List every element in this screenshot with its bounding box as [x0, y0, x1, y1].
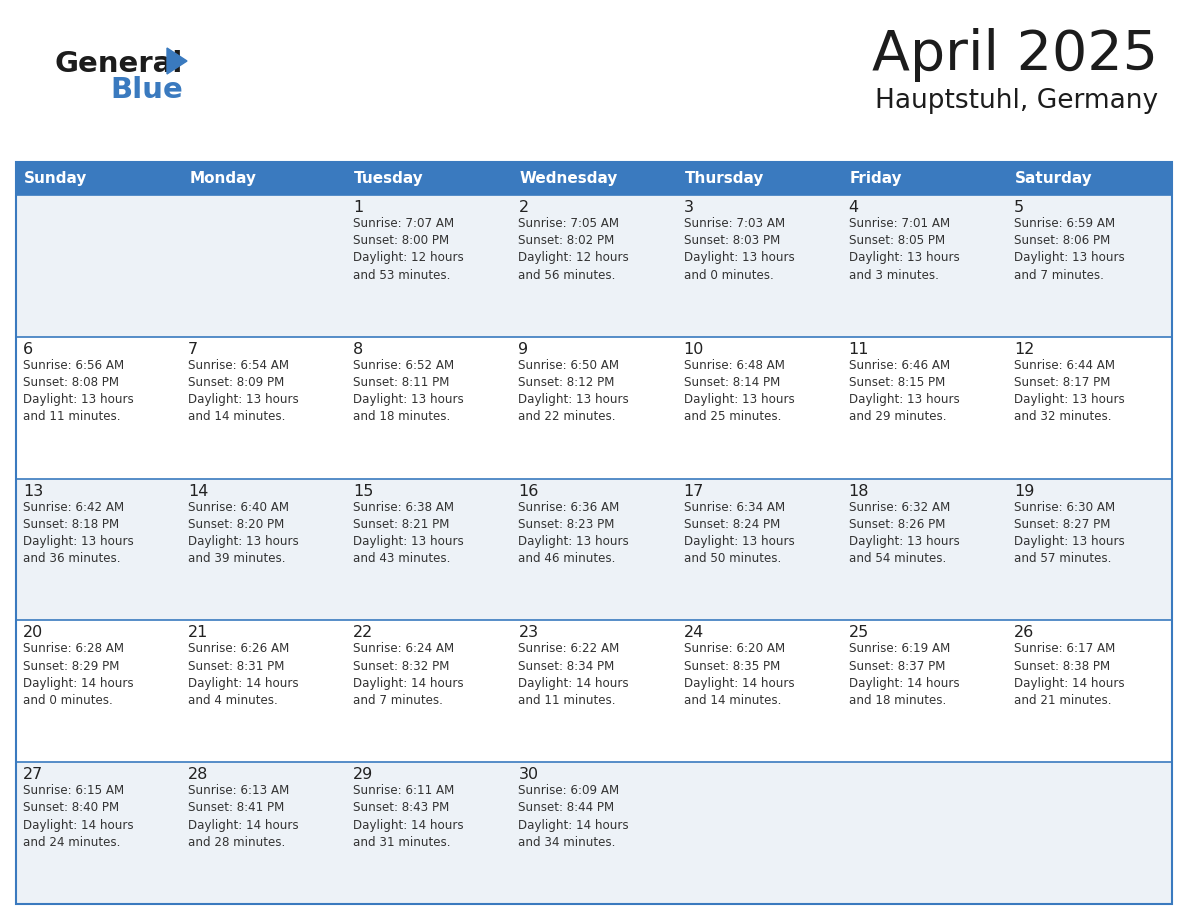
- Text: General: General: [55, 50, 183, 78]
- Text: Sunrise: 6:11 AM
Sunset: 8:43 PM
Daylight: 14 hours
and 31 minutes.: Sunrise: 6:11 AM Sunset: 8:43 PM Dayligh…: [353, 784, 463, 849]
- Text: 20: 20: [23, 625, 43, 641]
- Text: Sunrise: 6:50 AM
Sunset: 8:12 PM
Daylight: 13 hours
and 22 minutes.: Sunrise: 6:50 AM Sunset: 8:12 PM Dayligh…: [518, 359, 630, 423]
- Text: 17: 17: [683, 484, 704, 498]
- Text: Sunrise: 7:03 AM
Sunset: 8:03 PM
Daylight: 13 hours
and 0 minutes.: Sunrise: 7:03 AM Sunset: 8:03 PM Dayligh…: [683, 217, 795, 282]
- Bar: [15, 762, 1173, 904]
- Text: Sunrise: 6:34 AM
Sunset: 8:24 PM
Daylight: 13 hours
and 50 minutes.: Sunrise: 6:34 AM Sunset: 8:24 PM Dayligh…: [683, 500, 795, 565]
- Text: 8: 8: [353, 341, 364, 357]
- Text: 25: 25: [848, 625, 868, 641]
- Bar: [15, 621, 1173, 762]
- Text: Sunrise: 6:09 AM
Sunset: 8:44 PM
Daylight: 14 hours
and 34 minutes.: Sunrise: 6:09 AM Sunset: 8:44 PM Dayligh…: [518, 784, 630, 849]
- Text: Sunrise: 6:44 AM
Sunset: 8:17 PM
Daylight: 13 hours
and 32 minutes.: Sunrise: 6:44 AM Sunset: 8:17 PM Dayligh…: [1013, 359, 1125, 423]
- Text: 15: 15: [353, 484, 374, 498]
- Text: Sunrise: 6:24 AM
Sunset: 8:32 PM
Daylight: 14 hours
and 7 minutes.: Sunrise: 6:24 AM Sunset: 8:32 PM Dayligh…: [353, 643, 463, 707]
- Text: Sunrise: 6:28 AM
Sunset: 8:29 PM
Daylight: 14 hours
and 0 minutes.: Sunrise: 6:28 AM Sunset: 8:29 PM Dayligh…: [23, 643, 133, 707]
- Text: Sunrise: 6:52 AM
Sunset: 8:11 PM
Daylight: 13 hours
and 18 minutes.: Sunrise: 6:52 AM Sunset: 8:11 PM Dayligh…: [353, 359, 465, 423]
- Bar: [15, 162, 1173, 904]
- Text: 7: 7: [188, 341, 198, 357]
- Text: 14: 14: [188, 484, 209, 498]
- Text: 6: 6: [23, 341, 33, 357]
- Text: Sunrise: 6:36 AM
Sunset: 8:23 PM
Daylight: 13 hours
and 46 minutes.: Sunrise: 6:36 AM Sunset: 8:23 PM Dayligh…: [518, 500, 630, 565]
- Text: 2: 2: [518, 200, 529, 215]
- Text: Friday: Friday: [849, 171, 903, 186]
- Text: Sunrise: 6:13 AM
Sunset: 8:41 PM
Daylight: 14 hours
and 28 minutes.: Sunrise: 6:13 AM Sunset: 8:41 PM Dayligh…: [188, 784, 298, 849]
- Text: 24: 24: [683, 625, 703, 641]
- Text: Sunrise: 7:07 AM
Sunset: 8:00 PM
Daylight: 12 hours
and 53 minutes.: Sunrise: 7:07 AM Sunset: 8:00 PM Dayligh…: [353, 217, 465, 282]
- Text: Sunrise: 7:01 AM
Sunset: 8:05 PM
Daylight: 13 hours
and 3 minutes.: Sunrise: 7:01 AM Sunset: 8:05 PM Dayligh…: [848, 217, 960, 282]
- Text: Sunrise: 6:46 AM
Sunset: 8:15 PM
Daylight: 13 hours
and 29 minutes.: Sunrise: 6:46 AM Sunset: 8:15 PM Dayligh…: [848, 359, 960, 423]
- Text: 13: 13: [23, 484, 43, 498]
- Text: April 2025: April 2025: [872, 28, 1158, 82]
- Text: 22: 22: [353, 625, 373, 641]
- Text: 3: 3: [683, 200, 694, 215]
- Text: Sunrise: 6:48 AM
Sunset: 8:14 PM
Daylight: 13 hours
and 25 minutes.: Sunrise: 6:48 AM Sunset: 8:14 PM Dayligh…: [683, 359, 795, 423]
- Polygon shape: [168, 48, 187, 74]
- Text: Sunrise: 6:59 AM
Sunset: 8:06 PM
Daylight: 13 hours
and 7 minutes.: Sunrise: 6:59 AM Sunset: 8:06 PM Dayligh…: [1013, 217, 1125, 282]
- Text: Sunday: Sunday: [24, 171, 88, 186]
- Text: 11: 11: [848, 341, 870, 357]
- Text: Hauptstuhl, Germany: Hauptstuhl, Germany: [874, 88, 1158, 114]
- Text: 21: 21: [188, 625, 209, 641]
- Text: 29: 29: [353, 767, 373, 782]
- Text: Monday: Monday: [189, 171, 257, 186]
- Text: 27: 27: [23, 767, 43, 782]
- Text: 18: 18: [848, 484, 870, 498]
- Text: 30: 30: [518, 767, 538, 782]
- Text: 26: 26: [1013, 625, 1034, 641]
- Bar: [15, 162, 1173, 195]
- Text: 1: 1: [353, 200, 364, 215]
- Text: Saturday: Saturday: [1015, 171, 1093, 186]
- Text: 19: 19: [1013, 484, 1035, 498]
- Text: Sunrise: 6:17 AM
Sunset: 8:38 PM
Daylight: 14 hours
and 21 minutes.: Sunrise: 6:17 AM Sunset: 8:38 PM Dayligh…: [1013, 643, 1125, 707]
- Text: Blue: Blue: [110, 76, 183, 104]
- Text: Wednesday: Wednesday: [519, 171, 618, 186]
- Text: Sunrise: 7:05 AM
Sunset: 8:02 PM
Daylight: 12 hours
and 56 minutes.: Sunrise: 7:05 AM Sunset: 8:02 PM Dayligh…: [518, 217, 630, 282]
- Text: Sunrise: 6:54 AM
Sunset: 8:09 PM
Daylight: 13 hours
and 14 minutes.: Sunrise: 6:54 AM Sunset: 8:09 PM Dayligh…: [188, 359, 299, 423]
- Text: Sunrise: 6:22 AM
Sunset: 8:34 PM
Daylight: 14 hours
and 11 minutes.: Sunrise: 6:22 AM Sunset: 8:34 PM Dayligh…: [518, 643, 630, 707]
- Text: Sunrise: 6:15 AM
Sunset: 8:40 PM
Daylight: 14 hours
and 24 minutes.: Sunrise: 6:15 AM Sunset: 8:40 PM Dayligh…: [23, 784, 133, 849]
- Text: 23: 23: [518, 625, 538, 641]
- Text: 4: 4: [848, 200, 859, 215]
- Text: Sunrise: 6:56 AM
Sunset: 8:08 PM
Daylight: 13 hours
and 11 minutes.: Sunrise: 6:56 AM Sunset: 8:08 PM Dayligh…: [23, 359, 134, 423]
- Text: Sunrise: 6:30 AM
Sunset: 8:27 PM
Daylight: 13 hours
and 57 minutes.: Sunrise: 6:30 AM Sunset: 8:27 PM Dayligh…: [1013, 500, 1125, 565]
- Text: 12: 12: [1013, 341, 1035, 357]
- Text: 16: 16: [518, 484, 539, 498]
- Text: 28: 28: [188, 767, 209, 782]
- Text: 5: 5: [1013, 200, 1024, 215]
- Text: 9: 9: [518, 341, 529, 357]
- Text: Sunrise: 6:38 AM
Sunset: 8:21 PM
Daylight: 13 hours
and 43 minutes.: Sunrise: 6:38 AM Sunset: 8:21 PM Dayligh…: [353, 500, 465, 565]
- Text: Sunrise: 6:19 AM
Sunset: 8:37 PM
Daylight: 14 hours
and 18 minutes.: Sunrise: 6:19 AM Sunset: 8:37 PM Dayligh…: [848, 643, 960, 707]
- Text: Tuesday: Tuesday: [354, 171, 424, 186]
- Text: 10: 10: [683, 341, 704, 357]
- Text: Sunrise: 6:40 AM
Sunset: 8:20 PM
Daylight: 13 hours
and 39 minutes.: Sunrise: 6:40 AM Sunset: 8:20 PM Dayligh…: [188, 500, 299, 565]
- Text: Sunrise: 6:32 AM
Sunset: 8:26 PM
Daylight: 13 hours
and 54 minutes.: Sunrise: 6:32 AM Sunset: 8:26 PM Dayligh…: [848, 500, 960, 565]
- Text: Thursday: Thursday: [684, 171, 764, 186]
- Bar: [15, 478, 1173, 621]
- Text: Sunrise: 6:42 AM
Sunset: 8:18 PM
Daylight: 13 hours
and 36 minutes.: Sunrise: 6:42 AM Sunset: 8:18 PM Dayligh…: [23, 500, 134, 565]
- Text: Sunrise: 6:26 AM
Sunset: 8:31 PM
Daylight: 14 hours
and 4 minutes.: Sunrise: 6:26 AM Sunset: 8:31 PM Dayligh…: [188, 643, 298, 707]
- Bar: [15, 337, 1173, 478]
- Text: Sunrise: 6:20 AM
Sunset: 8:35 PM
Daylight: 14 hours
and 14 minutes.: Sunrise: 6:20 AM Sunset: 8:35 PM Dayligh…: [683, 643, 795, 707]
- Bar: [15, 195, 1173, 337]
